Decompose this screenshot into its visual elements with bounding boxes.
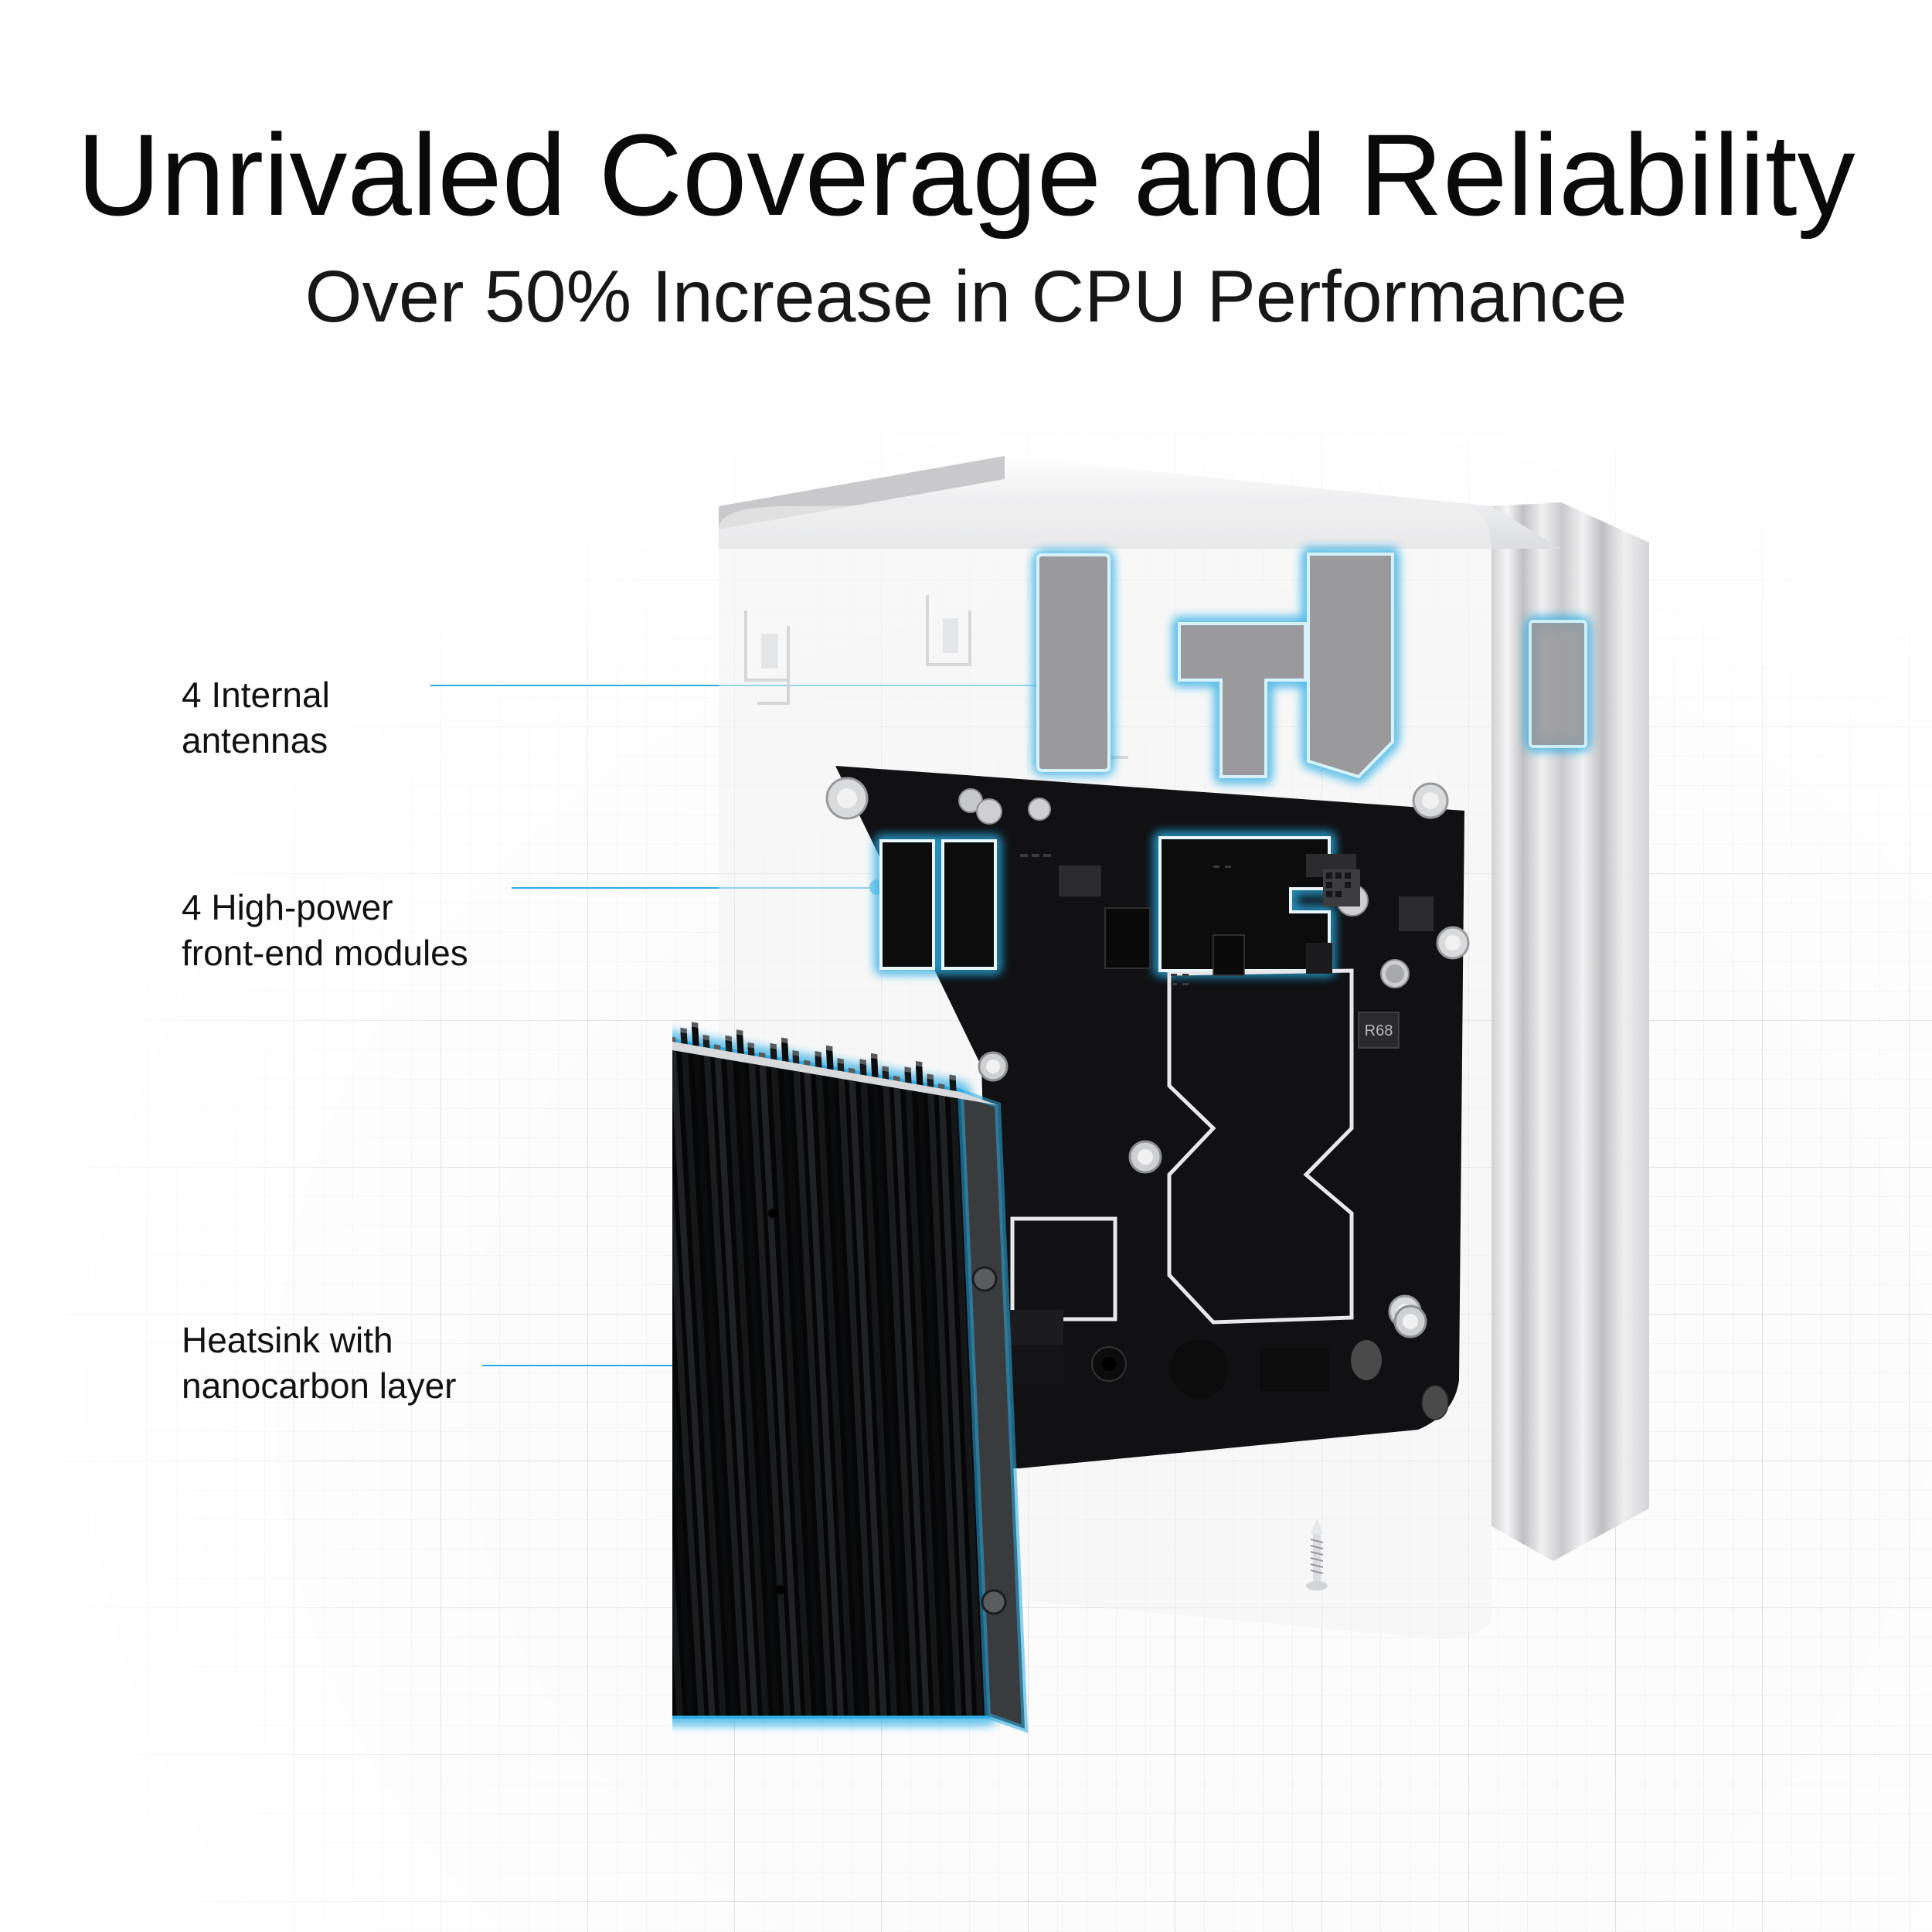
svg-text:R68: R68 bbox=[1365, 1022, 1393, 1039]
